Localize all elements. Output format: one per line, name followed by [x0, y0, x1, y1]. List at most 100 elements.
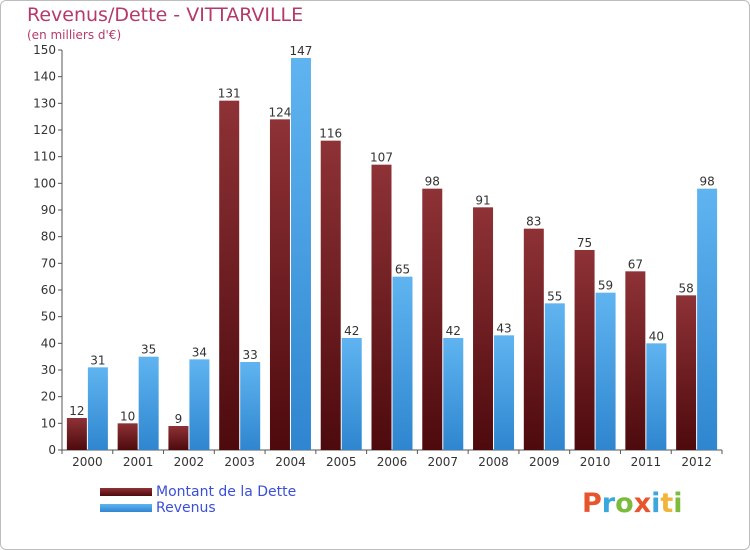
data-label-debt: 83: [526, 215, 541, 229]
y-tick-label: 50: [41, 310, 56, 324]
bar-debt: [168, 426, 189, 450]
legend-item-debt: Montant de la Dette: [100, 484, 296, 500]
bar-debt: [422, 188, 443, 450]
bar-debt: [574, 250, 595, 450]
chart-title: Revenus/Dette - VITTARVILLE: [27, 4, 304, 26]
data-label-debt: 124: [269, 105, 292, 119]
data-labels: 12 31 10 35 9 34 131 33 124 147 116 42 107 65 98 42 91 43…: [69, 44, 715, 426]
bar-revenue: [138, 356, 159, 450]
data-label-revenue: 59: [598, 279, 613, 293]
data-label-debt: 67: [628, 257, 643, 271]
x-tick-label: 2011: [631, 455, 662, 469]
data-label-revenue: 31: [90, 353, 105, 367]
bar-revenue: [392, 276, 413, 450]
legend-label-debt: Montant de la Dette: [156, 484, 297, 500]
y-tick-label: 30: [41, 363, 56, 377]
data-label-revenue: 65: [395, 263, 410, 277]
y-tick-label: 0: [48, 443, 56, 457]
legend-item-revenue: Revenus: [100, 500, 296, 516]
brand-letter: P: [582, 488, 602, 519]
bars: [66, 58, 718, 451]
bar-revenue: [697, 188, 718, 450]
y-tick-label: 90: [41, 203, 56, 217]
data-label-debt: 12: [69, 404, 84, 418]
x-tick-label: 2012: [681, 455, 712, 469]
y-tick-label: 20: [41, 390, 56, 404]
data-label-revenue: 147: [290, 44, 313, 58]
bar-revenue: [341, 338, 362, 450]
data-label-revenue: 98: [699, 175, 714, 189]
x-tick-label: 2007: [427, 455, 458, 469]
brand-letter: x: [633, 488, 652, 519]
legend: Montant de la Dette Revenus: [100, 484, 296, 516]
y-tick-label: 150: [33, 43, 56, 57]
data-label-revenue: 42: [446, 324, 461, 338]
bar-debt: [219, 100, 240, 451]
brand-logo: Proxiti: [582, 488, 683, 519]
data-label-revenue: 42: [344, 324, 359, 338]
bar-revenue: [494, 335, 515, 450]
y-tick-label: 120: [33, 123, 56, 137]
x-tick-label: 2006: [377, 455, 408, 469]
x-tick-label: 2003: [224, 455, 255, 469]
brand-letter: r: [601, 488, 616, 519]
data-label-revenue: 55: [547, 289, 562, 303]
data-label-revenue: 34: [192, 345, 207, 359]
bar-debt: [371, 164, 392, 450]
brand-letter: o: [615, 488, 634, 519]
data-label-revenue: 35: [141, 343, 156, 357]
y-tick-label: 130: [33, 96, 56, 110]
bar-debt: [320, 140, 341, 450]
brand-letter: i: [651, 488, 661, 519]
brand-letter: i: [673, 488, 683, 519]
data-label-debt: 10: [120, 409, 135, 423]
x-tick-label: 2000: [72, 455, 103, 469]
bar-debt: [676, 295, 697, 450]
data-label-debt: 58: [678, 281, 693, 295]
bar-debt: [269, 119, 290, 450]
legend-swatch-revenue: [100, 504, 152, 512]
y-tick-label: 60: [41, 283, 56, 297]
x-tick-label: 2002: [174, 455, 205, 469]
data-label-debt: 131: [218, 87, 241, 101]
data-label-debt: 116: [319, 127, 342, 141]
bar-revenue: [87, 367, 108, 450]
y-tick-label: 10: [41, 416, 56, 430]
y-tick-label: 80: [41, 230, 56, 244]
y-tick-label: 100: [33, 176, 56, 190]
data-label-revenue: 40: [649, 329, 664, 343]
legend-swatch-debt: [100, 488, 152, 496]
y-tick-label: 40: [41, 336, 56, 350]
data-label-revenue: 33: [243, 348, 258, 362]
data-label-debt: 98: [425, 175, 440, 189]
brand-letter: t: [660, 488, 674, 519]
bar-revenue: [646, 343, 667, 450]
bar-revenue: [595, 292, 616, 450]
data-label-debt: 107: [370, 151, 393, 165]
bar-revenue: [544, 303, 565, 450]
y-tick-label: 110: [33, 150, 56, 164]
x-tick-label: 2009: [529, 455, 560, 469]
x-tick-label: 2008: [478, 455, 509, 469]
data-label-debt: 91: [475, 193, 490, 207]
bar-debt: [66, 418, 87, 450]
x-tick-label: 2001: [123, 455, 154, 469]
x-tick-label: 2010: [580, 455, 611, 469]
data-label-revenue: 43: [496, 321, 511, 335]
x-tick-label: 2005: [326, 455, 357, 469]
axes: 0 10 20 30 40 50 60 70 80 90 100 110 120 130 140 150 200…: [33, 43, 723, 469]
bar-debt: [625, 271, 646, 450]
chart-unit: (en milliers d'€): [27, 28, 122, 42]
data-label-debt: 75: [577, 236, 592, 250]
bar-revenue: [443, 338, 464, 450]
bar-debt: [473, 207, 494, 450]
legend-label-revenue: Revenus: [156, 500, 216, 516]
x-tick-label: 2004: [275, 455, 306, 469]
data-label-debt: 9: [175, 412, 183, 426]
bar-revenue: [290, 58, 311, 450]
y-tick-label: 70: [41, 256, 56, 270]
bar-revenue: [189, 359, 210, 450]
bar-debt: [117, 423, 138, 450]
y-tick-label: 140: [33, 70, 56, 84]
